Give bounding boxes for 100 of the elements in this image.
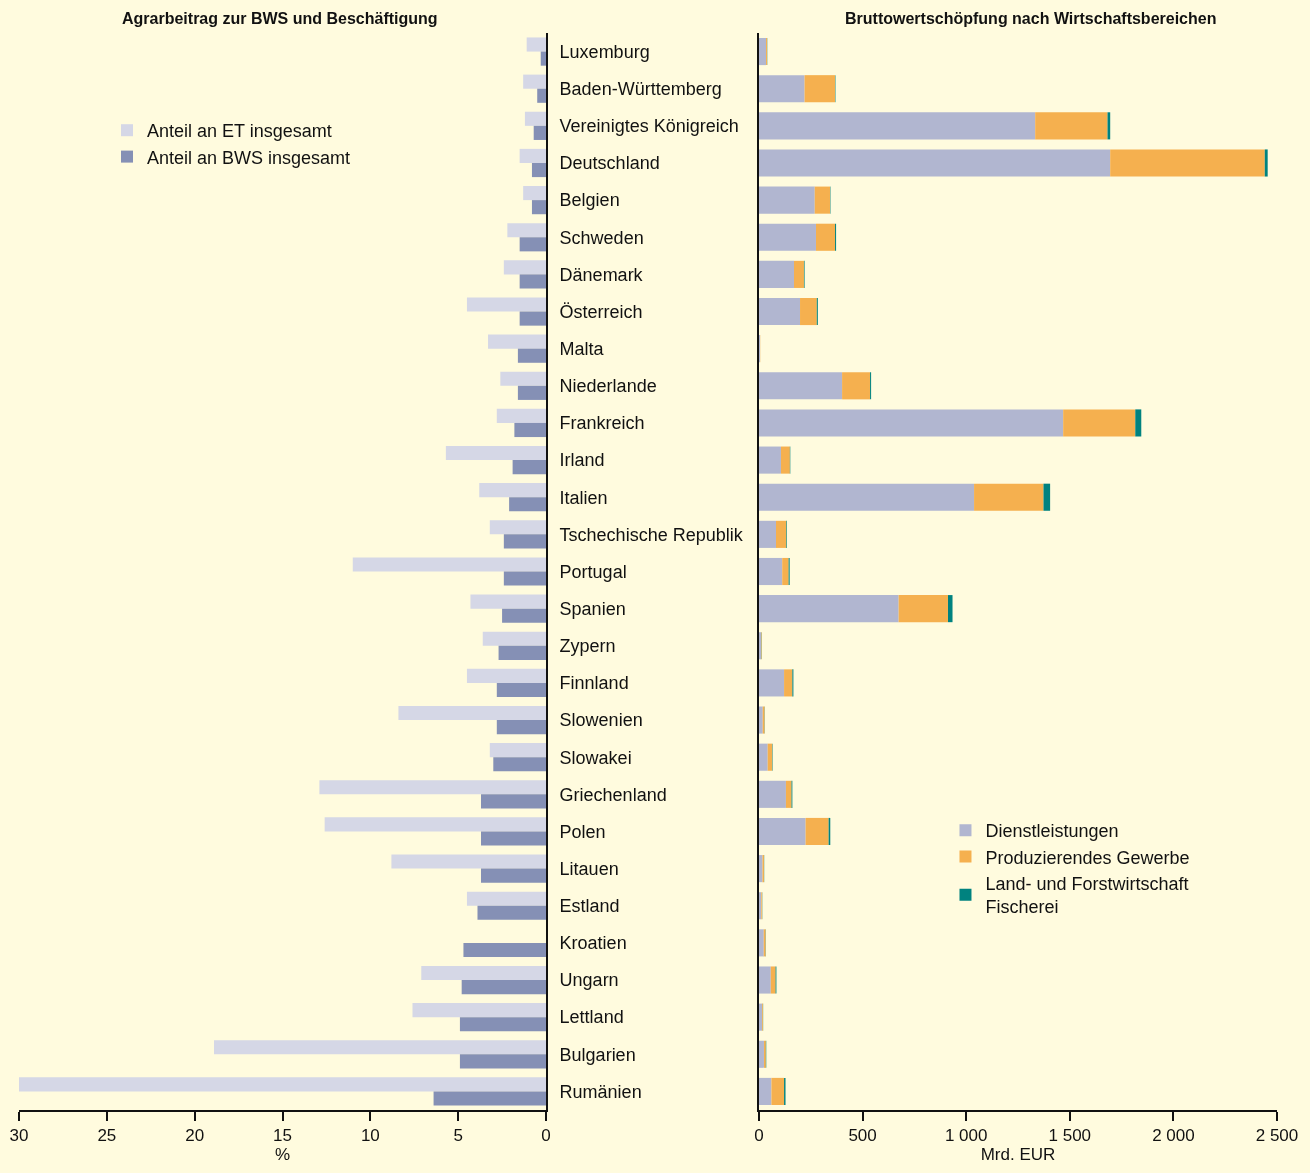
bar: [815, 223, 836, 251]
bar: [767, 743, 773, 771]
y-tick-label: Spanien: [559, 598, 626, 619]
legend-label: Produzierendes Gewerbe: [985, 847, 1190, 868]
x-tick-label: 2 000: [1152, 1126, 1195, 1146]
x-tick-label: 10: [360, 1126, 380, 1146]
y-tick-label: Deutschland: [559, 153, 660, 174]
bar: [412, 1003, 546, 1018]
bar: [1135, 409, 1142, 437]
y-tick-label: Zypern: [559, 636, 616, 657]
y-tick-label: Dänemark: [559, 264, 644, 285]
bar: [482, 631, 546, 646]
bar: [503, 260, 546, 275]
bar: [496, 682, 546, 698]
bar: [391, 854, 546, 869]
bar: [759, 966, 771, 994]
y-tick-label: Slowakei: [559, 747, 632, 768]
y-tick-label: Litauen: [559, 858, 619, 879]
bar: [759, 409, 1064, 437]
y-tick-label: Bulgarien: [559, 1044, 636, 1065]
bar: [898, 595, 948, 623]
y-tick-label: Baden-Württemberg: [559, 79, 722, 100]
x-axis-title: %: [274, 1145, 291, 1165]
bar: [514, 422, 546, 438]
y-tick-label: Schweden: [559, 227, 644, 248]
bar: [814, 186, 831, 214]
bar: [519, 311, 546, 326]
bar: [481, 868, 546, 883]
bar: [804, 75, 836, 103]
y-tick-label: Estland: [559, 896, 620, 917]
y-tick-label: Polen: [559, 821, 606, 842]
bar: [463, 942, 546, 957]
bar: [421, 965, 546, 981]
x-tick-label: 30: [9, 1126, 29, 1146]
bar: [759, 520, 776, 548]
legend-label: Anteil an ET insgesamt: [147, 121, 332, 142]
bar: [459, 1054, 546, 1069]
bar: [540, 51, 546, 66]
y-tick-label: Österreich: [559, 301, 643, 322]
bar: [489, 743, 546, 758]
bar: [519, 148, 546, 163]
x-tick-label: 0: [754, 1126, 764, 1146]
y-tick-label: Kroatien: [559, 933, 627, 954]
bar: [947, 595, 953, 623]
bar: [759, 1077, 772, 1105]
bar: [459, 1017, 546, 1032]
bar: [780, 446, 790, 474]
bar: [470, 594, 546, 609]
bar: [759, 149, 1111, 177]
bar: [488, 334, 546, 349]
bar: [759, 112, 1036, 140]
bar: [759, 260, 795, 288]
bar: [523, 186, 546, 201]
y-tick-label: Luxemburg: [559, 41, 650, 62]
y-tick-label: Irland: [559, 450, 605, 471]
bar: [466, 668, 546, 683]
bar: [466, 891, 546, 906]
bar: [433, 1091, 546, 1106]
bar: [759, 929, 764, 957]
bar: [324, 817, 546, 832]
bar: [498, 645, 546, 660]
bar: [466, 297, 546, 312]
x-tick-label: 25: [97, 1126, 117, 1146]
bar: [500, 371, 546, 386]
bar: [519, 237, 546, 252]
bar: [759, 743, 768, 771]
y-tick-label: Lettland: [559, 1007, 624, 1028]
bar: [759, 446, 781, 474]
y-tick-label: Portugal: [559, 561, 627, 582]
bar: [1264, 149, 1268, 177]
x-tick-label: 5: [453, 1126, 463, 1146]
bar: [794, 260, 804, 288]
bar: [509, 497, 546, 512]
bar: [759, 75, 805, 103]
bar: [775, 520, 787, 548]
x-tick-label: 15: [273, 1126, 292, 1146]
bar: [517, 348, 546, 363]
bar: [842, 372, 871, 400]
bar: [759, 595, 899, 623]
bar: [531, 162, 546, 178]
x-tick-label: 500: [848, 1126, 877, 1146]
bar: [481, 794, 546, 809]
x-tick-label: 1 000: [944, 1126, 988, 1146]
chart-title: Agrarbeitrag zur BWS und Beschäftigung: [122, 10, 438, 27]
legend-label: Anteil an BWS insgesamt: [147, 147, 351, 168]
bar: [759, 1040, 764, 1068]
bar: [352, 557, 546, 572]
bar: [1063, 409, 1136, 437]
bar: [398, 705, 546, 721]
bar: [771, 1077, 785, 1105]
y-tick-label: Malta: [559, 338, 605, 359]
bar: [479, 483, 546, 498]
bar: [531, 200, 546, 215]
bar: [759, 483, 975, 511]
bar: [784, 669, 793, 697]
bar: [759, 669, 785, 697]
bar: [319, 780, 546, 795]
bar: [759, 780, 786, 808]
bar: [1043, 483, 1051, 511]
y-tick-label: Vereinigtes Königreich: [559, 116, 739, 137]
